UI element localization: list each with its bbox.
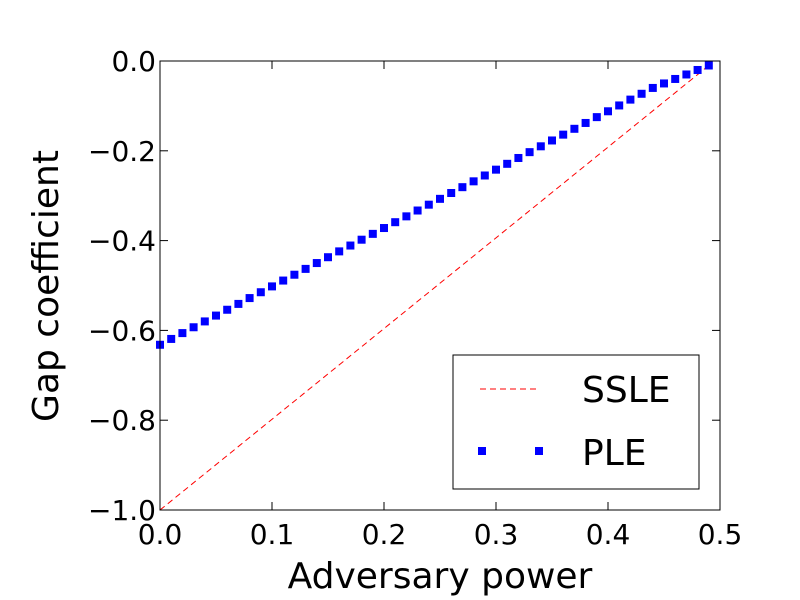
y-tick-label: −0.6 xyxy=(88,314,156,347)
x-tick-label: 0.3 xyxy=(474,518,519,551)
data-point-ple xyxy=(200,317,209,326)
data-point-ple xyxy=(167,334,176,343)
data-point-ple xyxy=(256,288,265,297)
data-point-ple xyxy=(548,136,556,145)
data-point-ple xyxy=(693,65,702,74)
data-point-ple xyxy=(660,79,668,88)
data-point-ple xyxy=(189,323,198,332)
data-point-ple xyxy=(368,229,377,238)
data-point-ple xyxy=(458,183,467,192)
data-point-ple xyxy=(525,148,534,157)
data-point-ple xyxy=(592,113,601,122)
data-point-ple xyxy=(604,107,612,116)
data-point-ple xyxy=(312,259,321,268)
data-point-ple xyxy=(279,276,288,285)
legend-swatch-ple-marker-2 xyxy=(535,447,543,455)
data-point-ple xyxy=(223,305,232,314)
data-point-ple xyxy=(178,329,187,338)
series-layer xyxy=(156,61,713,511)
data-point-ple xyxy=(570,124,579,133)
x-tick-label: 0.5 xyxy=(698,518,743,551)
data-point-ple xyxy=(447,189,456,198)
data-point-ple xyxy=(380,224,388,233)
data-point-ple xyxy=(503,159,512,168)
legend-label-ssle: SSLE xyxy=(582,370,671,411)
y-tick-label: −0.4 xyxy=(88,225,156,258)
data-point-ple xyxy=(268,282,276,291)
data-point-ple xyxy=(424,200,433,209)
data-point-ple xyxy=(290,270,299,279)
data-point-ple xyxy=(648,83,657,92)
data-point-ple xyxy=(436,194,444,203)
data-point-ple xyxy=(212,311,220,320)
y-tick-label: −0.8 xyxy=(88,404,156,437)
y-tick-label: −0.2 xyxy=(88,135,156,168)
y-axis-title: Gap coefficient xyxy=(26,150,67,422)
data-point-ple xyxy=(234,299,243,308)
data-point-ple xyxy=(480,171,489,180)
legend-swatch-ple-marker-1 xyxy=(478,447,486,455)
data-point-ple xyxy=(245,294,254,303)
series-line-ssle xyxy=(159,65,710,511)
data-point-ple xyxy=(391,218,400,227)
axes xyxy=(159,60,721,511)
data-point-ple xyxy=(559,130,568,139)
x-tick-label: 0.1 xyxy=(250,518,295,551)
legend: SSLE PLE xyxy=(452,354,700,490)
data-point-ple xyxy=(581,118,590,127)
legend-frame xyxy=(452,354,700,490)
tick-labels: 0.0 0.1 0.2 0.3 0.4 0.5 0.0 −0.2 −0.4 −0.6 −0.8 −1.… xyxy=(88,45,742,551)
data-point-ple xyxy=(514,153,523,162)
data-point-ple xyxy=(671,74,680,83)
data-point-ple xyxy=(536,142,545,151)
y-tick-label: −1.0 xyxy=(88,494,156,527)
data-point-ple xyxy=(637,89,646,98)
x-tick-label: 0.0 xyxy=(138,518,183,551)
data-point-ple xyxy=(301,264,310,273)
data-point-ple xyxy=(615,101,624,110)
y-tick-label: 0.0 xyxy=(111,45,156,78)
data-point-ple xyxy=(335,247,344,256)
legend-label-ple: PLE xyxy=(582,433,647,474)
data-point-ple xyxy=(357,235,366,244)
axes-frame xyxy=(159,60,721,511)
data-point-ple xyxy=(346,241,355,250)
data-point-ple xyxy=(682,70,691,79)
data-point-ple xyxy=(469,177,478,186)
data-point-ple xyxy=(402,212,411,221)
x-axis-title: Adversary power xyxy=(288,556,593,597)
data-point-ple xyxy=(413,206,422,215)
x-tick-label: 0.4 xyxy=(586,518,631,551)
data-point-ple xyxy=(626,95,635,104)
data-point-ple xyxy=(492,165,500,174)
data-point-ple xyxy=(704,61,713,70)
data-point-ple xyxy=(324,253,332,262)
x-tick-label: 0.2 xyxy=(362,518,407,551)
